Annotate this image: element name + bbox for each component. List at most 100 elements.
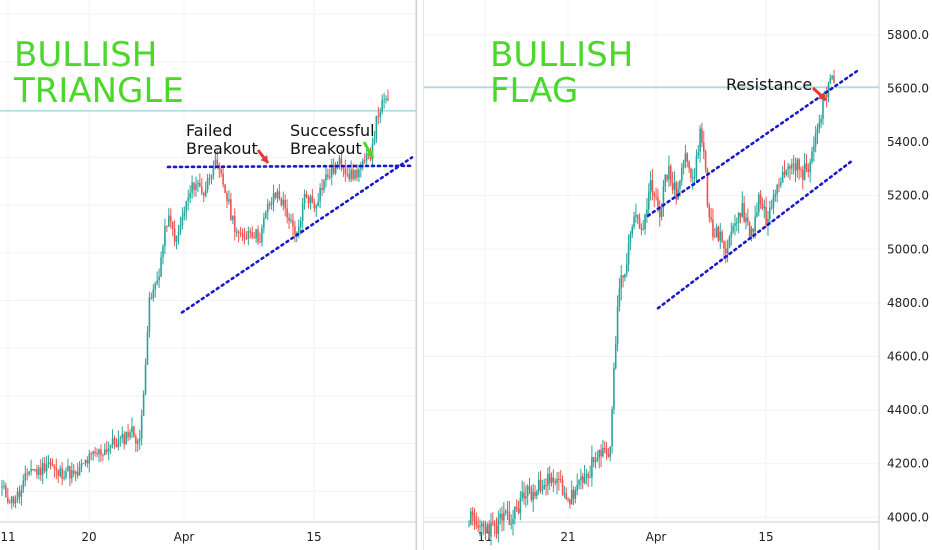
candle-body-up bbox=[296, 232, 298, 235]
candle-body-up bbox=[264, 212, 267, 218]
annotation-arrow bbox=[362, 141, 375, 159]
candle-body-down bbox=[708, 205, 711, 218]
candle-body-up bbox=[578, 480, 580, 485]
candle-body-up bbox=[787, 166, 789, 170]
candle-body-up bbox=[616, 307, 619, 344]
candle-body-down bbox=[220, 169, 222, 174]
candle-body-up bbox=[146, 331, 149, 365]
candle-body-up bbox=[813, 145, 815, 152]
candle-body-up bbox=[20, 489, 23, 497]
candle-body-down bbox=[278, 191, 281, 199]
candle-body-down bbox=[86, 459, 89, 464]
candle-body-up bbox=[261, 227, 263, 243]
candle-body-down bbox=[548, 473, 551, 484]
candle-body-up bbox=[504, 511, 507, 513]
candle-body-down bbox=[387, 98, 389, 101]
candle-body-down bbox=[105, 449, 108, 452]
candle-body-down bbox=[669, 165, 672, 184]
candle-body-up bbox=[526, 486, 529, 497]
candle-body-down bbox=[348, 174, 351, 180]
candle-body-down bbox=[501, 513, 503, 521]
candle-body-up bbox=[627, 243, 630, 265]
candle-body-up bbox=[814, 133, 817, 146]
candle-body-down bbox=[492, 522, 494, 524]
candle-body-up bbox=[745, 217, 747, 222]
candle-body-up bbox=[65, 471, 67, 478]
candle-body-up bbox=[325, 174, 327, 181]
candle-body-up bbox=[361, 160, 364, 168]
candle-body-down bbox=[199, 182, 201, 187]
candle-body-down bbox=[332, 164, 335, 174]
candle-body-up bbox=[625, 264, 628, 274]
candle-body-up bbox=[354, 170, 356, 179]
candle-body-down bbox=[150, 297, 153, 299]
candle-body-up bbox=[776, 184, 778, 195]
trendline bbox=[180, 156, 414, 314]
candle-body-down bbox=[528, 486, 531, 489]
candle-body-down bbox=[475, 520, 478, 526]
candle-body-down bbox=[51, 463, 54, 466]
candle-body-up bbox=[119, 438, 122, 440]
candle-body-up bbox=[781, 172, 784, 183]
candle-body-down bbox=[32, 468, 34, 471]
candle-body-up bbox=[131, 426, 133, 433]
candle-body-down bbox=[746, 217, 749, 223]
candle-body-up bbox=[682, 161, 685, 168]
candle-body-down bbox=[558, 478, 560, 480]
candle-body-up bbox=[580, 476, 582, 481]
candle-body-up bbox=[109, 444, 112, 449]
candle-body-down bbox=[12, 496, 15, 504]
candle-body-up bbox=[232, 216, 234, 220]
candle-body-down bbox=[545, 485, 547, 487]
candle-body-down bbox=[346, 173, 349, 175]
candle-body-down bbox=[723, 241, 725, 249]
candle-body-up bbox=[183, 211, 186, 217]
candle-body-down bbox=[216, 159, 219, 165]
candle-body-up bbox=[697, 152, 700, 156]
annotation-arrow bbox=[256, 149, 270, 164]
candle-body-up bbox=[536, 491, 538, 497]
candle-body-down bbox=[202, 193, 205, 196]
candle-body-down bbox=[686, 153, 689, 162]
candle-body-down bbox=[7, 496, 9, 503]
candle-body-down bbox=[515, 506, 518, 509]
candle-body-up bbox=[16, 491, 19, 500]
candle-body-up bbox=[34, 469, 36, 471]
candle-body-down bbox=[473, 515, 476, 521]
candle-body-up bbox=[117, 439, 120, 448]
candle-body-down bbox=[805, 163, 808, 170]
candle-body-down bbox=[724, 248, 727, 254]
candle-body-down bbox=[55, 468, 58, 471]
candle-body-up bbox=[10, 496, 13, 503]
candle-body-up bbox=[691, 177, 694, 179]
y-tick-label: 4000.0 bbox=[887, 510, 929, 524]
candle-body-down bbox=[49, 462, 52, 464]
candle-body-up bbox=[138, 438, 141, 442]
candle-body-up bbox=[642, 228, 645, 230]
candle-body-down bbox=[305, 193, 308, 198]
candle-body-up bbox=[757, 194, 760, 213]
candle-body-up bbox=[181, 216, 184, 226]
candle-body-down bbox=[307, 197, 310, 204]
candle-body-down bbox=[327, 174, 329, 178]
y-tick-label: 5400.0 bbox=[887, 135, 929, 149]
candle-body-up bbox=[481, 523, 483, 527]
candle-body-up bbox=[547, 473, 549, 486]
candle-body-up bbox=[160, 257, 162, 277]
candle-body-down bbox=[253, 237, 255, 239]
candle-body-down bbox=[243, 235, 246, 239]
candle-body-up bbox=[818, 122, 821, 129]
candle-body-up bbox=[187, 197, 190, 201]
candle-body-down bbox=[477, 525, 479, 528]
annotation-resistance: Resistance bbox=[726, 75, 813, 94]
candle-body-up bbox=[156, 280, 158, 284]
candle-body-up bbox=[624, 273, 626, 278]
candle-body-down bbox=[561, 479, 564, 495]
candle-body-up bbox=[741, 203, 744, 217]
candle-body-up bbox=[563, 493, 566, 495]
candle-body-down bbox=[655, 196, 657, 198]
candle-body-up bbox=[319, 187, 321, 202]
candle-body-down bbox=[193, 182, 195, 190]
y-tick-label: 4400.0 bbox=[887, 403, 929, 417]
candle-body-up bbox=[598, 449, 601, 458]
